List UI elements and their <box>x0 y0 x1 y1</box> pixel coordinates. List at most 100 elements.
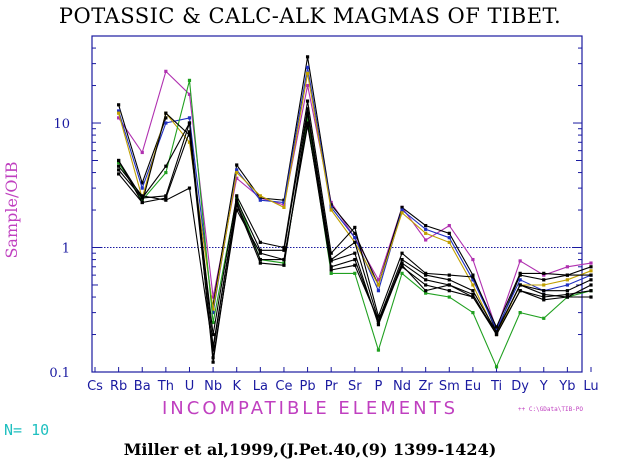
file-path-label: ++ C:\GData\TIB-PO <box>518 406 584 413</box>
data-point <box>164 196 168 200</box>
data-point <box>518 289 522 293</box>
data-point <box>282 205 286 209</box>
data-point <box>400 271 404 275</box>
y-tick-label: 0.1 <box>49 366 70 381</box>
data-point <box>235 198 239 202</box>
data-point <box>117 109 121 113</box>
data-point <box>140 196 144 200</box>
data-point <box>140 186 144 190</box>
data-point <box>187 78 192 82</box>
data-point <box>282 257 286 262</box>
data-point <box>494 325 499 329</box>
data-point <box>400 205 404 209</box>
x-tick-label: La <box>253 379 268 394</box>
data-point <box>305 71 310 76</box>
data-point <box>447 236 451 240</box>
data-point <box>258 240 262 244</box>
data-point <box>542 273 546 277</box>
data-point <box>140 200 144 205</box>
data-point <box>211 360 215 364</box>
data-point <box>353 271 357 275</box>
data-point <box>258 196 262 200</box>
data-point <box>589 273 593 277</box>
x-tick-label: Ce <box>275 379 292 394</box>
data-point <box>494 327 499 331</box>
x-tick-label: Nb <box>204 379 222 394</box>
data-point <box>518 271 522 275</box>
data-point <box>471 273 475 277</box>
data-point <box>211 320 215 325</box>
data-point <box>305 116 310 120</box>
data-point <box>376 289 381 293</box>
data-point <box>235 170 239 175</box>
data-point <box>211 311 215 315</box>
data-point <box>447 283 451 287</box>
x-tick-label: K <box>232 379 241 394</box>
data-point <box>258 251 262 255</box>
data-point <box>447 240 451 244</box>
data-point <box>140 181 144 185</box>
data-point <box>258 257 262 262</box>
data-point <box>589 295 593 299</box>
data-point <box>329 259 333 263</box>
x-tick-label: P <box>375 379 383 394</box>
data-point <box>424 291 428 295</box>
x-tick-label: Pr <box>325 379 339 394</box>
data-point <box>305 99 310 103</box>
data-point <box>353 251 357 255</box>
x-tick-label: Ti <box>490 379 502 394</box>
data-point <box>164 198 168 202</box>
data-point <box>400 211 404 215</box>
data-point <box>542 283 546 287</box>
data-point <box>447 231 451 235</box>
data-point <box>447 295 451 299</box>
data-point <box>235 163 239 167</box>
data-point <box>542 289 546 293</box>
data-point <box>494 365 499 369</box>
x-tick-label: Ba <box>134 379 151 394</box>
data-point <box>424 289 428 293</box>
data-point <box>235 176 239 180</box>
data-point <box>235 200 239 205</box>
data-point <box>471 295 475 299</box>
data-point <box>211 295 215 299</box>
data-point <box>305 65 310 69</box>
data-point <box>258 261 262 265</box>
data-point <box>447 273 451 277</box>
data-point <box>589 289 593 293</box>
data-point <box>164 69 168 73</box>
data-point <box>376 314 381 318</box>
data-point <box>424 273 428 277</box>
data-point <box>353 257 357 262</box>
data-point <box>589 265 593 269</box>
data-point <box>187 121 192 125</box>
data-point <box>376 348 381 352</box>
sample-count: N= 10 <box>4 421 49 439</box>
data-point <box>140 150 144 155</box>
data-point <box>589 278 593 282</box>
data-point <box>447 223 451 228</box>
data-point <box>424 278 428 282</box>
y-tick-label: 1 <box>62 242 70 257</box>
data-point <box>400 208 404 212</box>
data-point <box>305 111 310 115</box>
data-point <box>565 292 569 297</box>
data-point <box>565 289 569 293</box>
data-point <box>424 223 428 228</box>
data-point <box>518 311 522 315</box>
data-point <box>211 332 215 337</box>
data-point <box>140 198 144 202</box>
data-point <box>305 83 310 88</box>
data-point <box>589 261 593 265</box>
data-point <box>518 278 522 282</box>
data-point <box>542 292 546 297</box>
data-point <box>542 278 546 282</box>
data-point <box>589 283 593 287</box>
x-tick-label: Eu <box>465 379 481 394</box>
data-point <box>258 248 262 252</box>
data-point <box>305 107 310 111</box>
data-point <box>542 271 546 275</box>
chart-title: POTASSIC & CALC-ALK MAGMAS OF TIBET. <box>58 4 562 28</box>
data-point <box>471 311 475 315</box>
data-point <box>258 194 262 198</box>
